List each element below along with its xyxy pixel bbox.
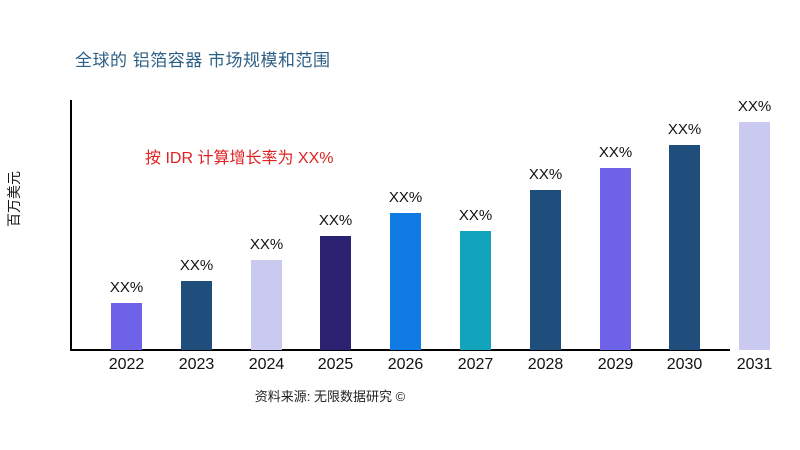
bar-value-label-2024: XX% (249, 236, 284, 253)
bar-value-label-2026: XX% (388, 189, 423, 206)
x-tick-label-2023: 2023 (178, 356, 215, 373)
x-tick-label-2026: 2026 (387, 356, 424, 373)
x-tick-label-2024: 2024 (248, 356, 285, 373)
bar-2024 (251, 260, 282, 350)
bar-value-label-2023: XX% (179, 257, 214, 274)
bar-2027 (460, 231, 491, 350)
y-axis-line (70, 100, 72, 351)
bar-value-label-2030: XX% (667, 121, 702, 138)
x-tick-label-2031: 2031 (736, 356, 773, 373)
growth-annotation: 按 IDR 计算增长率为 XX% (145, 150, 334, 167)
bar-value-label-2028: XX% (528, 166, 563, 183)
x-axis-line (70, 349, 730, 351)
bar-value-label-2022: XX% (109, 279, 144, 296)
bar-2029 (600, 168, 631, 350)
bar-2025 (320, 236, 351, 350)
x-tick-label-2027: 2027 (457, 356, 494, 373)
bar-value-label-2031: XX% (737, 98, 772, 115)
x-tick-label-2030: 2030 (666, 356, 703, 373)
x-tick-label-2022: 2022 (108, 356, 145, 373)
y-axis-label: 百万美元 (6, 171, 22, 227)
x-tick-label-2029: 2029 (597, 356, 634, 373)
source-caption: 资料来源: 无限数据研究 © (254, 389, 406, 404)
bar-2028 (530, 190, 561, 350)
bar-value-label-2027: XX% (458, 207, 493, 224)
bar-2031 (739, 122, 770, 350)
bar-2030 (669, 145, 700, 350)
bar-2026 (390, 213, 421, 350)
bar-2022 (111, 303, 142, 350)
x-tick-label-2028: 2028 (527, 356, 564, 373)
bar-2023 (181, 281, 212, 350)
bar-value-label-2025: XX% (318, 212, 353, 229)
chart-title: 全球的 铝箔容器 市场规模和范围 (75, 51, 331, 70)
bar-value-label-2029: XX% (598, 144, 633, 161)
x-tick-label-2025: 2025 (317, 356, 354, 373)
